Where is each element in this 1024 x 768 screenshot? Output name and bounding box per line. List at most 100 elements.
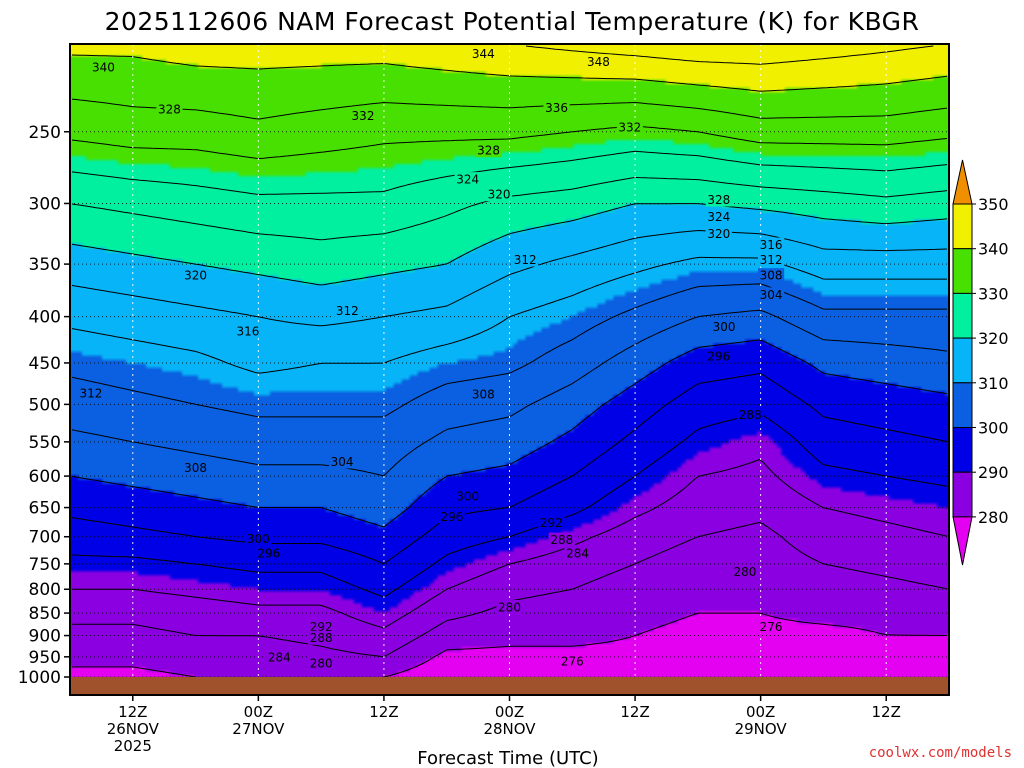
pressure-axis: 250 300 350 400 450 500 550 600 650 700 750 800 850 9…: [18, 123, 70, 688]
contour-label: 328: [707, 193, 730, 207]
x-axis-label: Forecast Time (UTC): [417, 748, 598, 768]
contour-label: 300: [713, 320, 736, 334]
contour-label-bg: [308, 630, 335, 645]
contour-label: 320: [707, 227, 730, 241]
contour-label-bg: [234, 324, 261, 339]
contour-label-bg: [758, 237, 785, 252]
contour-label: 348: [587, 55, 610, 69]
y-tick-label: 750: [29, 555, 61, 575]
contour-label: 304: [331, 455, 354, 469]
y-tick-label: 500: [29, 395, 61, 415]
x-tick-label: 26NOV: [107, 720, 160, 738]
contour-label-bg: [543, 100, 570, 115]
y-tick-label: 400: [29, 308, 61, 328]
contour-label-bg: [705, 209, 732, 224]
contour-label: 324: [456, 173, 479, 187]
x-tick-label: 27NOV: [232, 720, 285, 738]
contour-label-bg: [245, 531, 272, 546]
contour-label: 324: [707, 210, 730, 224]
y-tick-label: 450: [29, 354, 61, 374]
contour-label: 320: [488, 188, 511, 202]
contour-label: 276: [561, 654, 584, 668]
contour-label: 300: [456, 489, 479, 503]
contour-label: 312: [514, 253, 537, 267]
contour-label: 340: [92, 60, 115, 74]
contour-label: 288: [550, 533, 573, 547]
colorbar-label: 320: [978, 329, 1009, 348]
contour-label: 308: [184, 461, 207, 475]
x-tick-label: 00Z: [244, 703, 273, 721]
colorbar-max-triangle: [952, 159, 973, 205]
contour-label: 308: [472, 388, 495, 402]
contour-labels: 340 344 348 328 332 336 332 328 324 320 328 324 320 3…: [77, 46, 785, 670]
x-tick-label: 12Z: [620, 703, 649, 721]
contour-300: [71, 339, 948, 528]
contour-284: [72, 522, 948, 658]
contour-label-bg: [470, 387, 497, 402]
contour-label: 292: [540, 516, 563, 530]
contour-label-bg: [496, 600, 523, 615]
x-tick-label: 2025: [114, 737, 152, 755]
contour-label-bg: [182, 268, 209, 283]
contour-label-bg: [548, 532, 575, 547]
contour-label-bg: [705, 348, 732, 363]
contour-316: [71, 230, 948, 327]
contour-label-bg: [438, 509, 466, 524]
contour-320: [71, 203, 948, 286]
contour-label: 280: [310, 656, 333, 670]
y-tick-label: 850: [29, 604, 61, 624]
contour-label-bg: [308, 619, 335, 634]
x-tick-label: 12Z: [872, 703, 901, 721]
y-tick-label: 950: [29, 648, 61, 668]
contour-label-bg: [705, 226, 732, 241]
contour-label-bg: [564, 546, 591, 561]
y-tick-label: 1000: [18, 668, 61, 688]
colorbar-label: 300: [978, 419, 1009, 438]
colorbar-min-triangle: [952, 516, 973, 566]
contour-label: 296: [707, 349, 730, 363]
y-tick-label: 650: [29, 499, 61, 519]
contour-label-bg: [475, 143, 502, 158]
colorbar-swatch: [952, 337, 973, 384]
contour-label-bg: [454, 488, 481, 503]
x-tick-label: 12Z: [369, 703, 398, 721]
contour-label-bg: [255, 546, 282, 561]
x-tick-label: 28NOV: [483, 720, 536, 738]
contour-label-bg: [559, 653, 586, 668]
contour-328: [71, 150, 948, 195]
colorbar-swatch: [952, 203, 973, 250]
x-tick-label: 12Z: [118, 703, 147, 721]
contour-label-bg: [737, 407, 764, 422]
contour-label: 280: [733, 565, 756, 579]
y-tick-label: 800: [29, 580, 61, 600]
contour-label: 332: [618, 121, 641, 135]
contour-label-bg: [182, 460, 209, 475]
colorbar-label: 340: [978, 240, 1009, 259]
contour-label: 316: [236, 325, 259, 339]
x-tick-label: 29NOV: [735, 720, 788, 738]
contour-label-bg: [731, 564, 759, 579]
colorbar-label: 290: [978, 463, 1009, 482]
y-tick-label: 600: [29, 467, 61, 487]
contour-label: 288: [310, 631, 333, 645]
contour-340: [71, 54, 948, 92]
contour-336: [71, 98, 948, 120]
x-tick-label: 00Z: [746, 703, 775, 721]
contour-label-bg: [266, 649, 293, 664]
colorbar-label: 330: [978, 284, 1009, 303]
contour-label: 304: [760, 288, 783, 302]
credit-text: coolwx.com/models: [869, 745, 1012, 761]
y-tick-label: 900: [29, 627, 61, 647]
y-tick-label: 700: [29, 528, 61, 548]
contour-label: 288: [739, 408, 762, 422]
colorbar-swatch: [952, 427, 973, 473]
ground-surface: [70, 677, 949, 695]
colorbar-legend: 280 290 300 310 320 330 340 350: [952, 159, 1009, 566]
contour-312: [71, 256, 947, 374]
contour-label-bg: [485, 187, 513, 202]
contour-324: [71, 176, 948, 241]
contour-332: [71, 125, 948, 159]
chart-title: 2025112606 NAM Forecast Potential Temper…: [105, 7, 920, 36]
